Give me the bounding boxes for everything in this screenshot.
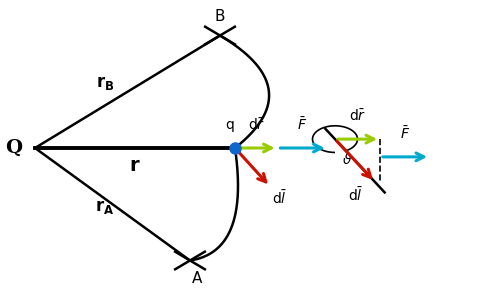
Text: $\bar{F}$: $\bar{F}$	[298, 116, 308, 133]
Text: Q: Q	[6, 139, 22, 157]
Text: q: q	[226, 118, 234, 132]
Text: d$\bar{l}$: d$\bar{l}$	[348, 186, 362, 204]
Text: d$\bar{r}$: d$\bar{r}$	[349, 109, 366, 124]
Text: B: B	[215, 9, 225, 24]
Text: A: A	[192, 271, 202, 286]
Text: d$\bar{l}$: d$\bar{l}$	[272, 189, 287, 207]
Text: d$\bar{r}$: d$\bar{r}$	[248, 117, 265, 133]
Text: $\bar{F}$: $\bar{F}$	[400, 125, 410, 142]
Text: $\vartheta$: $\vartheta$	[342, 152, 352, 168]
Text: $\mathbf{r}_{\mathbf{A}}$: $\mathbf{r}_{\mathbf{A}}$	[96, 198, 114, 216]
Text: $\mathbf{r}$: $\mathbf{r}$	[129, 156, 141, 175]
Text: $\mathbf{r}_{\mathbf{B}}$: $\mathbf{r}_{\mathbf{B}}$	[96, 74, 114, 92]
